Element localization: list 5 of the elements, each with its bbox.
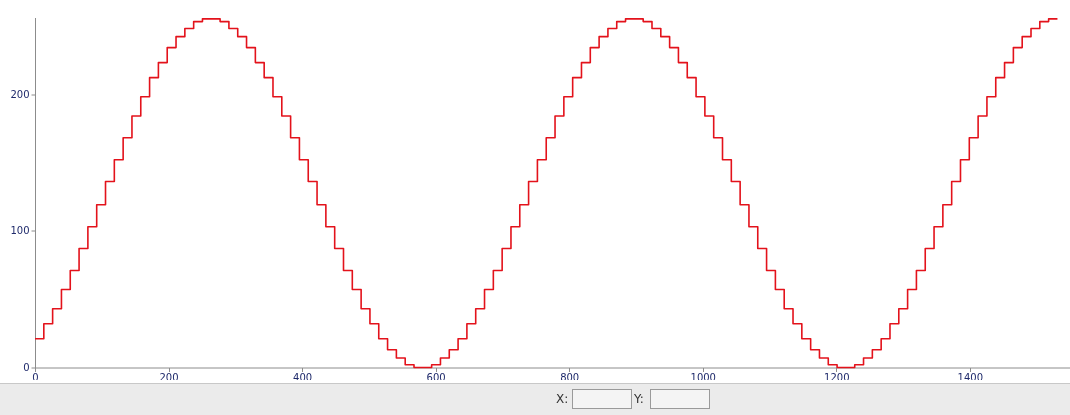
y-tick-label: 0 — [23, 362, 30, 373]
text: X: — [556, 392, 569, 406]
text: Y: — [634, 392, 644, 406]
y-tick-label: 200 — [10, 88, 30, 100]
y-tick-label: 100 — [10, 225, 30, 237]
